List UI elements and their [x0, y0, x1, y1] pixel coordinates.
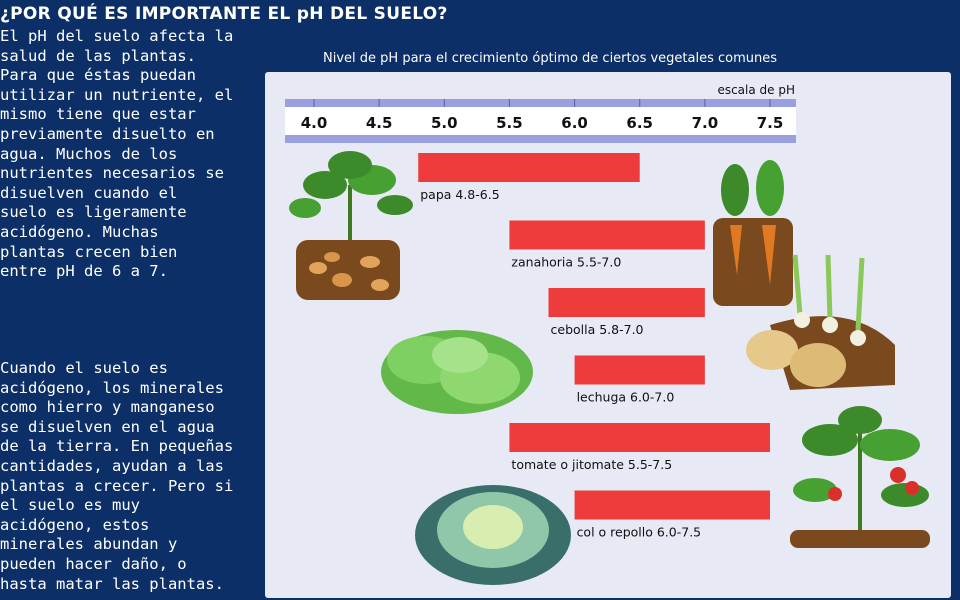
bar-label: cebolla 5.8-7.0 — [551, 322, 644, 337]
bar-label: zanahoria 5.5-7.0 — [511, 255, 621, 270]
ph-range-bar — [418, 153, 640, 182]
ph-range-bar — [574, 355, 705, 385]
ph-range-bar — [509, 220, 705, 250]
tick-label: 5.0 — [431, 114, 458, 132]
vegetable-illustrations — [289, 151, 930, 585]
tick-label: 4.0 — [301, 114, 328, 132]
ph-range-bars: papa 4.8-6.5 zanahoria 5.5-7.0 cebolla 5.8… — [418, 153, 770, 540]
tick-label: 5.5 — [496, 114, 523, 132]
scale-top-band — [285, 99, 796, 107]
scale-label: escala de pH — [717, 83, 795, 97]
tick-label: 7.5 — [757, 114, 784, 132]
tick-label: 6.0 — [561, 114, 588, 132]
ph-range-bar — [548, 288, 705, 317]
minerals-paragraph: Cuando el suelo es acidógeno, los minera… — [0, 359, 234, 593]
cabbage-icon — [415, 485, 571, 585]
scale-body — [285, 107, 796, 135]
potato-plant-icon — [289, 151, 413, 300]
tick-label: 4.5 — [366, 114, 393, 132]
bar-label: col o repollo 6.0-7.5 — [577, 525, 702, 540]
bar-label: tomate o jitomate 5.5-7.5 — [511, 457, 672, 472]
chart-title: Nivel de pH para el crecimiento óptimo d… — [323, 51, 778, 66]
lettuce-icon — [381, 330, 533, 414]
tick-label: 6.5 — [626, 114, 653, 132]
page-title: ¿POR QUÉ ES IMPORTANTE EL pH DEL SUELO? — [0, 4, 448, 24]
scale-bottom-band — [285, 135, 796, 143]
intro-paragraph: El pH del suelo afecta la salud de las p… — [0, 27, 234, 281]
tick-label: 7.0 — [692, 114, 719, 132]
ph-range-bar — [574, 490, 770, 520]
ph-range-bar — [509, 423, 770, 452]
tomato-plant-icon — [790, 406, 930, 548]
bar-label: lechuga 6.0-7.0 — [577, 390, 675, 405]
carrot-icon — [713, 160, 793, 306]
ph-scale: escala de pH 4.0 4.5 5.0 5.5 6.0 6.5 7.0 7.5 — [285, 83, 796, 143]
onion-icon — [746, 254, 895, 390]
bar-label: papa 4.8-6.5 — [420, 187, 499, 202]
